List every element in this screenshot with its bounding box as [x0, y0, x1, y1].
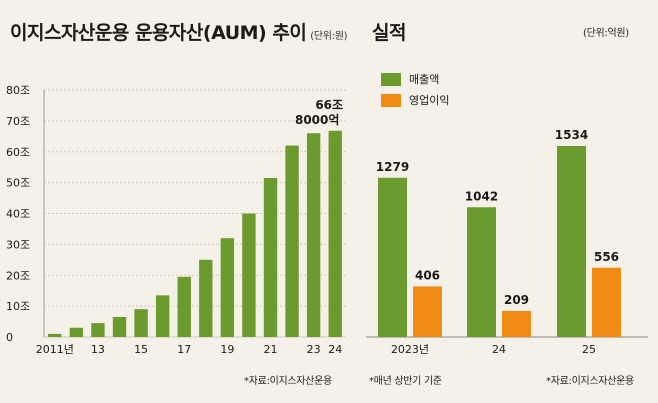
bar-value-label: 1534 — [555, 128, 588, 142]
op-profit-bar — [502, 310, 531, 337]
bar-value-label: 406 — [415, 268, 440, 282]
aum-source-note: *자료:이지스자산운용 — [244, 376, 332, 387]
x-tick-label: 2011년 — [36, 343, 74, 356]
aum-bar — [242, 213, 256, 337]
results-unit: (단위:억원) — [583, 28, 629, 39]
legend-revenue-label: 매출액 — [409, 73, 440, 86]
x-tick-label: 19 — [220, 343, 234, 356]
bar-value-label: 209 — [504, 293, 529, 307]
aum-bar — [48, 333, 62, 337]
op-profit-bar — [413, 286, 442, 337]
results-source-note: *자료:이지스자산운용 — [546, 376, 634, 387]
aum-bar — [112, 316, 127, 337]
revenue-bar — [557, 146, 586, 337]
y-tick-label: 50조 — [6, 177, 30, 190]
aum-bar — [199, 259, 213, 337]
x-tick-label: 15 — [134, 343, 148, 356]
x-tick-label: 24 — [328, 343, 342, 356]
legend-revenue-swatch — [381, 72, 401, 86]
category-label: 24 — [492, 343, 506, 356]
legend-revenue: 매출액 — [381, 71, 439, 87]
aum-bar — [91, 323, 105, 337]
results-period-note: *매년 상반기 기준 — [369, 376, 442, 387]
revenue-bar — [467, 207, 496, 337]
aum-title-text: 이지스자산운용 운용자산(AUM) 추이 — [10, 22, 307, 44]
bar-value-label: 556 — [594, 250, 619, 264]
category-label: 25 — [582, 343, 596, 356]
x-tick-label: 13 — [91, 343, 105, 356]
y-tick-label: 70조 — [6, 115, 30, 128]
aum-bar — [69, 327, 84, 337]
category-label: 2023년 — [391, 343, 429, 356]
results-title-text: 실적 — [372, 22, 406, 44]
results-chart-title: 실적 — [372, 18, 406, 45]
aum-bar — [263, 177, 278, 337]
aum-annotation-line2: 8000억 — [295, 113, 339, 127]
aum-bar — [134, 309, 148, 337]
aum-bar — [328, 130, 342, 337]
x-tick-label: 21 — [264, 343, 278, 356]
y-tick-label: 30조 — [6, 238, 30, 251]
aum-bar — [155, 295, 170, 337]
x-tick-label: 17 — [177, 343, 191, 356]
revenue-bar — [378, 177, 407, 337]
legend-op-profit-swatch — [381, 93, 401, 107]
aum-bar — [285, 145, 299, 337]
aum-chart-title: 이지스자산운용 운용자산(AUM) 추이 (단위:원) — [10, 18, 348, 45]
x-tick-label: 23 — [307, 343, 321, 356]
aum-annotation-line1: 66조 — [315, 98, 343, 112]
aum-bar — [306, 133, 321, 337]
y-tick-label: 40조 — [6, 208, 30, 221]
bar-value-label: 1279 — [376, 160, 409, 174]
op-profit-bar — [592, 267, 621, 337]
aum-unit: (단위:원) — [310, 31, 348, 42]
legend-op-profit-label: 영업이익 — [409, 94, 450, 107]
bar-value-label: 1042 — [465, 189, 498, 203]
aum-bar-chart: 0 10조 20조 30조 40조 50조 60조 70조 80조 2011년 13 15 17 19 21… — [6, 84, 346, 356]
y-tick-label: 20조 — [6, 269, 30, 282]
y-tick-label: 10조 — [6, 300, 30, 313]
y-tick-label: 80조 — [6, 84, 30, 97]
aum-bar — [177, 276, 191, 337]
legend-op-profit: 영업이익 — [381, 92, 449, 108]
y-tick-label: 60조 — [6, 146, 30, 159]
aum-bar — [220, 238, 235, 337]
y-tick-label: 0 — [6, 331, 13, 344]
